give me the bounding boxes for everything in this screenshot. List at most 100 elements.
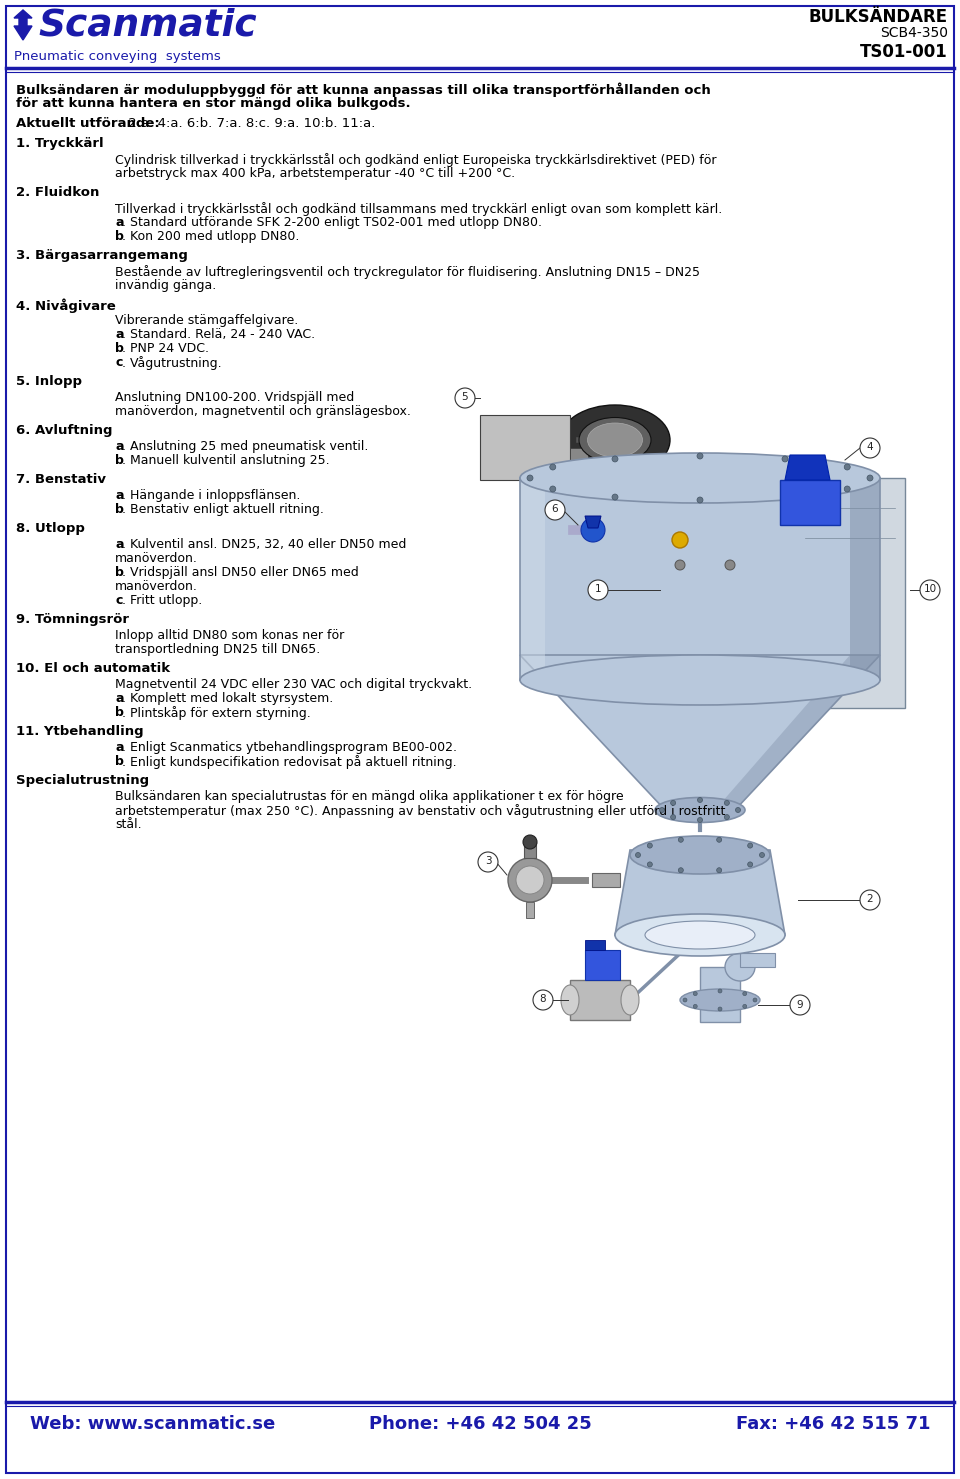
Text: Aktuellt utförande:: Aktuellt utförande: xyxy=(16,117,159,130)
Text: invändig gänga.: invändig gänga. xyxy=(115,280,216,291)
Circle shape xyxy=(920,580,940,600)
Text: 2:a. 4:a. 6:b. 7:a. 8:c. 9:a. 10:b. 11:a.: 2:a. 4:a. 6:b. 7:a. 8:c. 9:a. 10:b. 11:a… xyxy=(124,117,375,130)
Text: b: b xyxy=(115,566,124,578)
Circle shape xyxy=(753,998,757,1001)
Text: b: b xyxy=(115,503,124,516)
Polygon shape xyxy=(520,478,545,680)
Bar xyxy=(740,952,775,967)
Text: 5: 5 xyxy=(462,392,468,402)
Circle shape xyxy=(679,837,684,842)
Text: . Benstativ enligt aktuell ritning.: . Benstativ enligt aktuell ritning. xyxy=(122,503,324,516)
Circle shape xyxy=(478,852,498,873)
Text: Bulksändaren kan specialutrustas för en mängd olika applikationer t ex för högre: Bulksändaren kan specialutrustas för en … xyxy=(115,790,624,803)
Text: 3: 3 xyxy=(485,856,492,867)
Ellipse shape xyxy=(680,989,760,1012)
Circle shape xyxy=(718,989,722,992)
Circle shape xyxy=(679,868,684,873)
Bar xyxy=(592,873,620,887)
Ellipse shape xyxy=(630,836,770,874)
Circle shape xyxy=(717,868,722,873)
Text: . Kon 200 med utlopp DN80.: . Kon 200 med utlopp DN80. xyxy=(122,231,300,243)
Circle shape xyxy=(697,497,703,503)
Bar xyxy=(570,448,588,460)
Circle shape xyxy=(693,991,697,995)
Text: a: a xyxy=(115,439,124,453)
Text: arbetstryck max 400 kPa, arbetstemperatur -40 °C till +200 °C.: arbetstryck max 400 kPa, arbetstemperatu… xyxy=(115,167,516,180)
Circle shape xyxy=(660,808,664,812)
Circle shape xyxy=(683,998,687,1001)
Text: 10: 10 xyxy=(924,584,937,595)
Circle shape xyxy=(697,453,703,458)
Text: manöverdon, magnetventil och gränslägesbox.: manöverdon, magnetventil och gränslägesb… xyxy=(115,405,411,419)
Text: . Vågutrustning.: . Vågutrustning. xyxy=(122,356,222,370)
Circle shape xyxy=(790,995,810,1015)
Text: 1: 1 xyxy=(594,584,601,595)
Circle shape xyxy=(588,580,608,600)
Text: . Hängande i inloppsflänsen.: . Hängande i inloppsflänsen. xyxy=(122,490,300,501)
Circle shape xyxy=(581,518,605,541)
Circle shape xyxy=(748,862,753,867)
Bar xyxy=(526,902,534,918)
Text: Specialutrustning: Specialutrustning xyxy=(16,774,149,787)
Text: Cylindrisk tillverkad i tryckkärlsstål och godkänd enligt Europeiska tryckkärlsd: Cylindrisk tillverkad i tryckkärlsstål o… xyxy=(115,152,716,167)
Text: . Anslutning 25 med pneumatisk ventil.: . Anslutning 25 med pneumatisk ventil. xyxy=(122,439,369,453)
Circle shape xyxy=(782,494,788,500)
Circle shape xyxy=(867,475,873,481)
Circle shape xyxy=(550,487,556,493)
Circle shape xyxy=(516,867,544,893)
Text: 11. Ytbehandling: 11. Ytbehandling xyxy=(16,725,144,738)
Circle shape xyxy=(508,858,552,902)
Text: . Enligt Scanmatics ytbehandlingsprogram BE00-002.: . Enligt Scanmatics ytbehandlingsprogram… xyxy=(122,741,457,754)
Bar xyxy=(585,950,620,981)
Text: 9. Tömningsrör: 9. Tömningsrör xyxy=(16,612,129,626)
Text: BULKSÄNDARE: BULKSÄNDARE xyxy=(809,7,948,27)
Ellipse shape xyxy=(560,405,670,475)
Text: 10. El och automatik: 10. El och automatik xyxy=(16,663,170,674)
Text: Inlopp alltid DN80 som konas ner för: Inlopp alltid DN80 som konas ner för xyxy=(115,629,345,642)
Circle shape xyxy=(782,456,788,461)
Text: TS01-001: TS01-001 xyxy=(860,43,948,61)
Circle shape xyxy=(545,500,565,521)
Circle shape xyxy=(671,815,676,819)
Ellipse shape xyxy=(520,655,880,705)
Polygon shape xyxy=(780,481,840,525)
Circle shape xyxy=(743,991,747,995)
Text: . Standard utförande SFK 2-200 enligt TS02-001 med utlopp DN80.: . Standard utförande SFK 2-200 enligt TS… xyxy=(122,216,542,229)
Text: 9: 9 xyxy=(797,1000,804,1010)
Text: manöverdon.: manöverdon. xyxy=(115,552,198,565)
Text: Bestående av luftregleringsventil och tryckregulator för fluidisering. Anslutnin: Bestående av luftregleringsventil och tr… xyxy=(115,265,700,280)
Bar xyxy=(795,478,905,708)
Polygon shape xyxy=(850,478,880,680)
Circle shape xyxy=(647,843,653,847)
Bar xyxy=(585,941,605,950)
Circle shape xyxy=(743,1004,747,1009)
Text: a: a xyxy=(115,741,124,754)
Ellipse shape xyxy=(655,797,745,822)
Text: a: a xyxy=(115,328,124,342)
Text: . PNP 24 VDC.: . PNP 24 VDC. xyxy=(122,342,209,355)
Text: 2: 2 xyxy=(867,895,874,905)
Text: Magnetventil 24 VDC eller 230 VAC och digital tryckvakt.: Magnetventil 24 VDC eller 230 VAC och di… xyxy=(115,677,472,691)
Polygon shape xyxy=(785,456,830,481)
Text: 4: 4 xyxy=(867,442,874,453)
Text: arbetstemperatur (max 250 °C). Anpassning av benstativ och vågutrustning eller u: arbetstemperatur (max 250 °C). Anpassnin… xyxy=(115,805,726,818)
Circle shape xyxy=(647,862,653,867)
Circle shape xyxy=(675,561,685,569)
Text: b: b xyxy=(115,231,124,243)
Polygon shape xyxy=(14,10,32,27)
Circle shape xyxy=(693,1004,697,1009)
Circle shape xyxy=(612,456,618,461)
Bar xyxy=(480,416,570,481)
Circle shape xyxy=(844,464,851,470)
Text: . Standard. Relä, 24 - 240 VAC.: . Standard. Relä, 24 - 240 VAC. xyxy=(122,328,315,342)
Polygon shape xyxy=(585,516,601,528)
Text: 3. Bärgasarrangemang: 3. Bärgasarrangemang xyxy=(16,248,188,262)
Circle shape xyxy=(725,561,735,569)
Circle shape xyxy=(860,438,880,458)
Ellipse shape xyxy=(579,417,651,463)
Circle shape xyxy=(717,837,722,842)
Circle shape xyxy=(612,494,618,500)
Bar xyxy=(524,842,536,858)
Circle shape xyxy=(550,464,556,470)
Polygon shape xyxy=(14,27,32,40)
